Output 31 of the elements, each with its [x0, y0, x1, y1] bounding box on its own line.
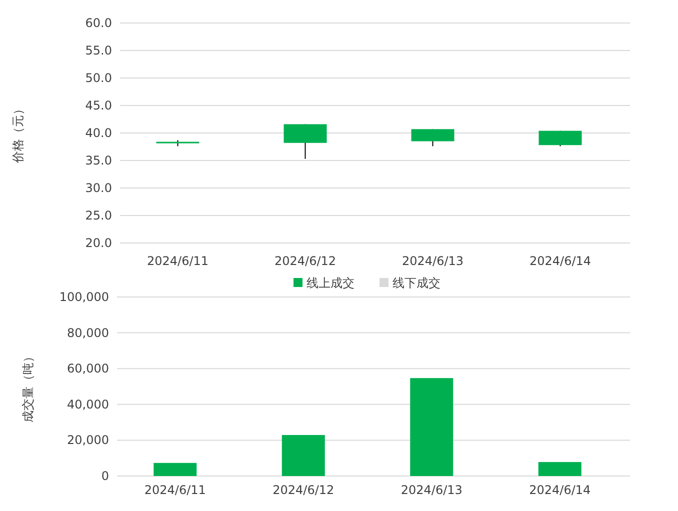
y-tick-label: 40,000: [67, 397, 109, 412]
y-tick-label: 30.0: [85, 181, 112, 195]
x-tick-label: 2024/6/14: [529, 483, 591, 497]
x-tick-label: 2024/6/11: [144, 483, 206, 497]
y-tick-label: 45.0: [85, 98, 112, 112]
bar: [154, 462, 197, 476]
y-axis-title: 成交量（吨）: [21, 350, 35, 422]
legend-label: 线下成交: [392, 276, 440, 290]
bar: [538, 462, 582, 476]
y-tick-label: 60.0: [85, 16, 112, 30]
y-tick-label: 40.0: [85, 126, 112, 140]
x-tick-label: 2024/6/12: [274, 254, 336, 268]
x-tick-label: 2024/6/12: [272, 483, 334, 497]
x-tick-label: 2024/6/13: [400, 483, 462, 497]
y-tick-label: 25.0: [85, 208, 112, 222]
x-tick-label: 2024/6/13: [402, 254, 464, 268]
y-tick-label: 80,000: [67, 326, 109, 340]
y-tick-label: 100,000: [59, 290, 109, 304]
y-tick-label: 20,000: [67, 433, 109, 448]
y-tick-label: 35.0: [85, 154, 112, 168]
y-tick-label: 60,000: [67, 362, 109, 376]
y-tick-label: 55.0: [85, 44, 112, 58]
y-tick-label: 0: [101, 469, 109, 483]
x-tick-label: 2024/6/11: [146, 254, 209, 268]
legend-label: 线上成交: [306, 276, 354, 290]
bar: [282, 435, 325, 476]
y-tick-label: 50.0: [85, 71, 112, 85]
y-tick-label: 20.0: [85, 236, 112, 250]
bar: [410, 378, 454, 476]
y-axis-title: 价格（元）: [11, 103, 25, 164]
x-tick-label: 2024/6/14: [529, 254, 592, 268]
